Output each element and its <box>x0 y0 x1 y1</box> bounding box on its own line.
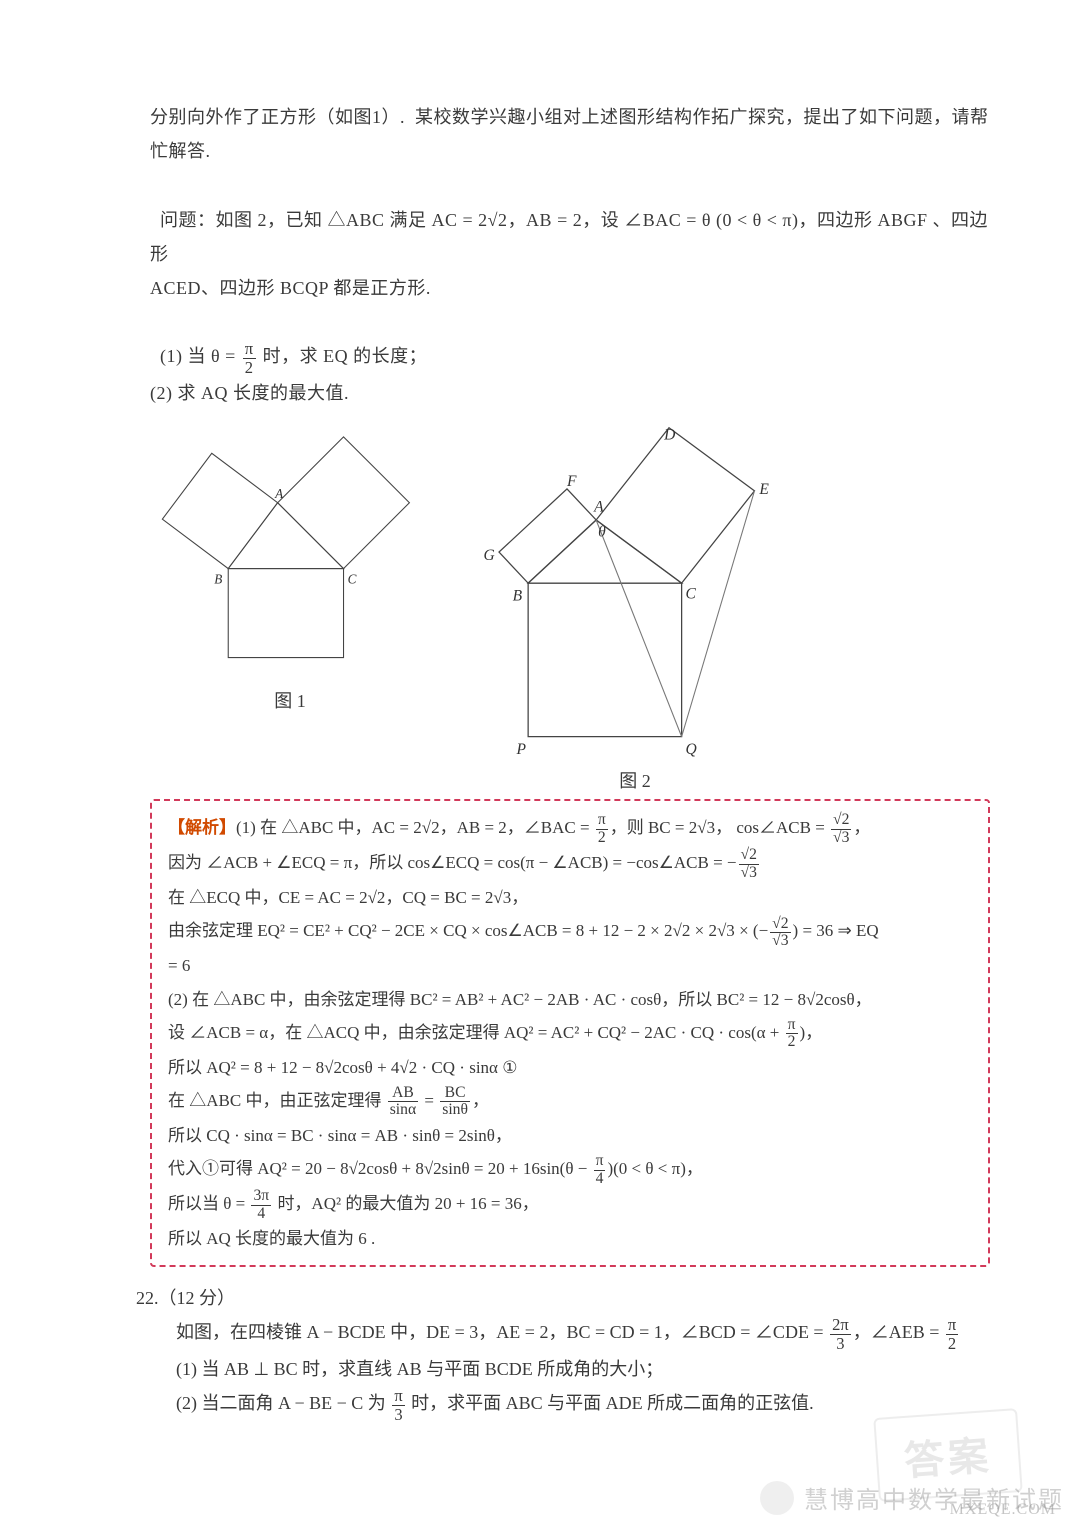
frac-r2r3c: √2√3 <box>768 916 792 950</box>
t: sinθ = 20 + 16sin <box>442 1159 560 1178</box>
figure-1-svg: A B C <box>150 418 430 678</box>
figure-2-caption: 图 2 <box>470 767 800 793</box>
t: (2) 当二面角 A − BE − C 为 <box>176 1393 390 1413</box>
sol-line-10: 所以 CQ · sinα = BC · sinα = AB · sinθ = 2… <box>168 1119 972 1152</box>
sol-line-5: = 6 <box>168 949 972 982</box>
t: (1) 在 △ABC 中，AC = 2 <box>236 818 422 837</box>
q22-head: 22.（12 分） <box>136 1288 235 1308</box>
q22-line-2: (1) 当 AB ⊥ BC 时，求直线 AB 与平面 BCDE 所成角的大小； <box>176 1352 990 1386</box>
t: 由余弦定理 EQ² = CE² + CQ² − 2CE × CQ × cos∠A… <box>168 921 673 940</box>
t: 问题：如图 2，已知 △ABC 满足 AC = 2 <box>160 210 488 230</box>
frac-pi-2d: π2 <box>944 1316 960 1352</box>
sol-line-3: 在 △ECQ 中，CE = AC = 2√2，CQ = BC = 2√3， <box>168 881 972 914</box>
figure-row: A B C 图 1 A <box>150 418 990 793</box>
fig2-label-A: A <box>593 499 604 516</box>
t: (2) 在 △ABC 中，由余弦定理得 BC² = AB² + AC² − 2A… <box>168 990 806 1009</box>
watermark-url: MXEQE.COM <box>950 1501 1056 1519</box>
t: ， <box>805 1023 822 1042</box>
sol-line-6: (2) 在 △ABC 中，由余弦定理得 BC² = AB² + AC² − 2A… <box>168 983 972 1016</box>
q22-block: 22.（12 分） 如图，在四棱锥 A − BCDE 中，DE = 3，AE =… <box>136 1281 990 1423</box>
fig2-label-E: E <box>758 481 769 498</box>
t: ， cos∠ACB = <box>715 818 829 837</box>
fig2-label-theta: θ <box>598 524 606 541</box>
t: 如图，在四棱锥 A − BCDE 中，DE = 3，AE = 2，BC = CD… <box>176 1322 828 1342</box>
t: ，CQ = BC = 2 <box>385 888 493 907</box>
fig2-label-P: P <box>515 741 526 758</box>
t: ， <box>472 1091 489 1110</box>
fig2-label-B: B <box>513 588 523 605</box>
page-root: { "colors": { "text": "#3a3a3a", "soluti… <box>0 0 1080 1527</box>
figure-1-caption: 图 1 <box>150 687 430 713</box>
t: ，AB = 2，∠BAC = <box>440 818 594 837</box>
figure-1-wrap: A B C 图 1 <box>150 418 430 793</box>
t: 时，AQ² 的最大值为 20 + 16 = 36， <box>273 1194 539 1213</box>
frac-pi-2: π2 <box>241 340 258 376</box>
t: 在 △ABC 中，由正弦定理得 <box>168 1091 386 1110</box>
sol-line-11: 代入①可得 AQ² = 20 − 8√2cosθ + 8√2sinθ = 20 … <box>168 1152 972 1187</box>
frac-pi-4: π4 <box>592 1153 608 1187</box>
t: 代入①可得 AQ² = 20 − 8 <box>168 1159 349 1178</box>
frac-r2r3: √2√3 <box>829 812 853 846</box>
t: 时，求平面 ABC 与平面 ADE 所成二面角的正弦值. <box>407 1393 814 1413</box>
fig2-label-F: F <box>566 473 577 490</box>
figure-2-svg: A B C D E F G P Q θ <box>470 418 800 758</box>
intro-line-2: 忙解答. <box>150 134 990 168</box>
frac-pi-3: π3 <box>390 1387 406 1423</box>
intro-line-6: (2) 求 AQ 长度的最大值. <box>150 376 990 410</box>
frac-AB-sina: ABsinα <box>386 1085 420 1119</box>
sol-line-12: 所以当 θ = 3π4 时，AQ² 的最大值为 20 + 16 = 36， <box>168 1187 972 1222</box>
t: ，则 BC = 2 <box>610 818 698 837</box>
t: = 36 ⇒ EQ <box>798 921 879 940</box>
t: cosθ + 4 <box>342 1058 399 1077</box>
fig2-label-Q: Q <box>686 741 697 758</box>
solution-tag: 【解析】 <box>168 818 236 837</box>
t: 所以 AQ² = 8 + 12 − 8 <box>168 1058 324 1077</box>
fig2-label-D: D <box>663 427 675 444</box>
t: 设 ∠ACB = α，在 △ACQ 中，由余弦定理得 AQ² = AC² + C… <box>168 1023 751 1042</box>
frac-BC-sint: BCsinθ <box>438 1085 472 1119</box>
fig1-label-B: B <box>214 572 222 587</box>
t: (0 < θ < π)， <box>613 1159 703 1178</box>
fig1-label-A: A <box>274 486 284 501</box>
t: · CQ · sinα ① <box>417 1058 517 1077</box>
frac-3pi-4: 3π4 <box>249 1188 273 1222</box>
frac-r2r3b: √2√3 <box>737 847 761 881</box>
sol-line-2: 因为 ∠ACB + ∠ECQ = π，所以 cos∠ECQ = cos(π − … <box>168 846 972 881</box>
sol-line-9: 在 △ABC 中，由正弦定理得 ABsinα = BCsinθ， <box>168 1084 972 1119</box>
t: cosθ， <box>824 990 872 1009</box>
q22-line-3: (2) 当二面角 A − BE − C 为 π3 时，求平面 ABC 与平面 A… <box>176 1386 990 1423</box>
t: ，∠AEB = <box>853 1322 944 1342</box>
fig2-label-C: C <box>686 586 697 603</box>
frac-pi-2b: π2 <box>594 812 610 846</box>
frac-2pi-3: 2π3 <box>828 1316 853 1352</box>
wechat-icon <box>760 1481 794 1515</box>
intro-line-3: 问题：如图 2，已知 △ABC 满足 AC = 2√2，AB = 2，设 ∠BA… <box>150 168 990 271</box>
solution-box: 【解析】(1) 在 △ABC 中，AC = 2√2，AB = 2，∠BAC = … <box>150 799 990 1267</box>
sqrt2: √2 <box>488 210 508 230</box>
t: 在 △ECQ 中，CE = AC = 2 <box>168 888 368 907</box>
t: ， <box>511 888 528 907</box>
sol-line-1: 【解析】(1) 在 △ABC 中，AC = 2√2，AB = 2，∠BAC = … <box>168 811 972 846</box>
t: 所以当 θ = <box>168 1194 249 1213</box>
frac-pi-2c: π2 <box>784 1017 800 1051</box>
t: (1) 当 θ = <box>160 346 241 366</box>
t: 因为 ∠ACB + ∠ECQ = π，所以 cos∠ECQ = cos(π − … <box>168 853 737 872</box>
fig1-label-C: C <box>348 572 357 587</box>
t: × <box>735 921 753 940</box>
fig2-label-G: G <box>483 547 494 564</box>
sol-line-7: 设 ∠ACB = α，在 △ACQ 中，由余弦定理得 AQ² = AC² + C… <box>168 1016 972 1051</box>
intro-line-5: (1) 当 θ = π2 时，求 EQ 的长度； <box>150 305 990 376</box>
sol-line-8: 所以 AQ² = 8 + 12 − 8√2cosθ + 4√2 · CQ · s… <box>168 1051 972 1084</box>
t: × 2 <box>690 921 717 940</box>
t: cosθ + 8 <box>366 1159 423 1178</box>
sol-line-13: 所以 AQ 长度的最大值为 6 . <box>168 1222 972 1255</box>
t: 时，求 EQ 的长度； <box>258 346 428 366</box>
sol-line-4: 由余弦定理 EQ² = CE² + CQ² − 2CE × CQ × cos∠A… <box>168 914 972 949</box>
q22-line-1: 如图，在四棱锥 A − BCDE 中，DE = 3，AE = 2，BC = CD… <box>176 1315 990 1352</box>
intro-line-1: 分别向外作了正方形（如图1）. 某校数学兴趣小组对上述图形结构作拓广探究，提出了… <box>150 100 990 134</box>
intro-line-4: ACED、四边形 BCQP 都是正方形. <box>150 271 990 305</box>
figure-2-wrap: A B C D E F G P Q θ 图 2 <box>470 418 800 793</box>
